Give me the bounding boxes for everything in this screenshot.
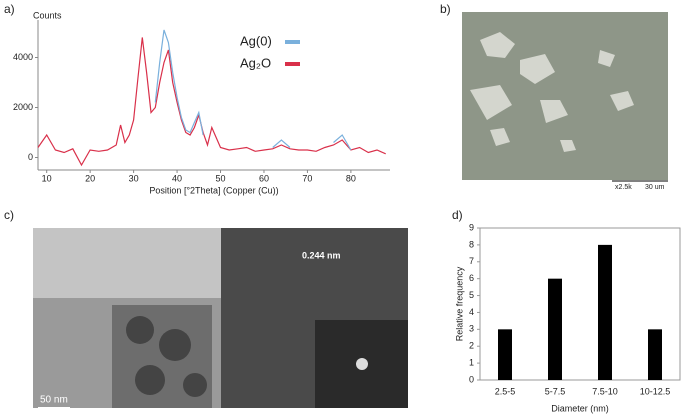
y-tick-label: 3 [469, 324, 474, 334]
panel-label: a) [4, 2, 15, 16]
y-tick-label: 5 [469, 290, 474, 300]
y-axis-label: Counts [33, 10, 62, 20]
sem-magnification: x2.5k [615, 184, 632, 191]
x-axis-label: Position [°2Theta] (Copper (Cu)) [149, 185, 278, 195]
y-tick-label: 0 [469, 374, 474, 384]
x-tick-label: 30 [129, 173, 139, 183]
panel-label: b) [440, 2, 451, 16]
x-tick-label: 5-7.5 [545, 386, 566, 396]
legend-label: Ag₂O [240, 55, 271, 70]
y-tick-label: 0 [28, 152, 33, 162]
x-tick-label: 2.5-5 [495, 386, 516, 396]
bar [648, 329, 662, 380]
x-axis-label: Diameter (nm) [551, 403, 609, 413]
sem-scale: 30 um [645, 184, 665, 191]
x-tick-label: 7.5-10 [592, 386, 618, 396]
y-tick-label: 7 [469, 256, 474, 266]
x-tick-label: 80 [346, 173, 356, 183]
x-tick-label: 60 [259, 173, 269, 183]
fft-center [356, 358, 368, 370]
y-axis-label: Relative frequency [454, 266, 464, 341]
bar [598, 244, 612, 380]
x-tick-label: 70 [302, 173, 312, 183]
y-tick-label: 8 [469, 239, 474, 249]
y-tick-label: 1 [469, 357, 474, 367]
tem-scale: 50 nm [40, 395, 68, 406]
x-tick-label: 10 [42, 173, 52, 183]
data-line [37, 37, 386, 167]
y-tick-label: 2000 [13, 102, 33, 112]
plot-frame [479, 227, 681, 381]
y-tick-label: 4 [469, 307, 474, 317]
x-tick-label: 50 [216, 173, 226, 183]
tem-background [33, 228, 221, 298]
y-tick-label: 4000 [13, 52, 33, 62]
sem-flakes [470, 32, 634, 152]
y-tick-label: 6 [469, 273, 474, 283]
panel-label: c) [4, 208, 14, 222]
legend-label: Ag(0) [240, 33, 272, 48]
y-tick-label: 9 [469, 222, 474, 232]
bar [548, 278, 562, 380]
panel-label: d) [452, 208, 463, 222]
x-tick-label: 10-12.5 [640, 386, 671, 396]
y-tick-label: 2 [469, 341, 474, 351]
x-tick-label: 20 [85, 173, 95, 183]
tem-particles [126, 316, 207, 397]
lattice-label: 0.244 nm [302, 250, 341, 260]
bar [498, 329, 512, 380]
data-line [154, 29, 352, 151]
x-tick-label: 40 [172, 173, 182, 183]
